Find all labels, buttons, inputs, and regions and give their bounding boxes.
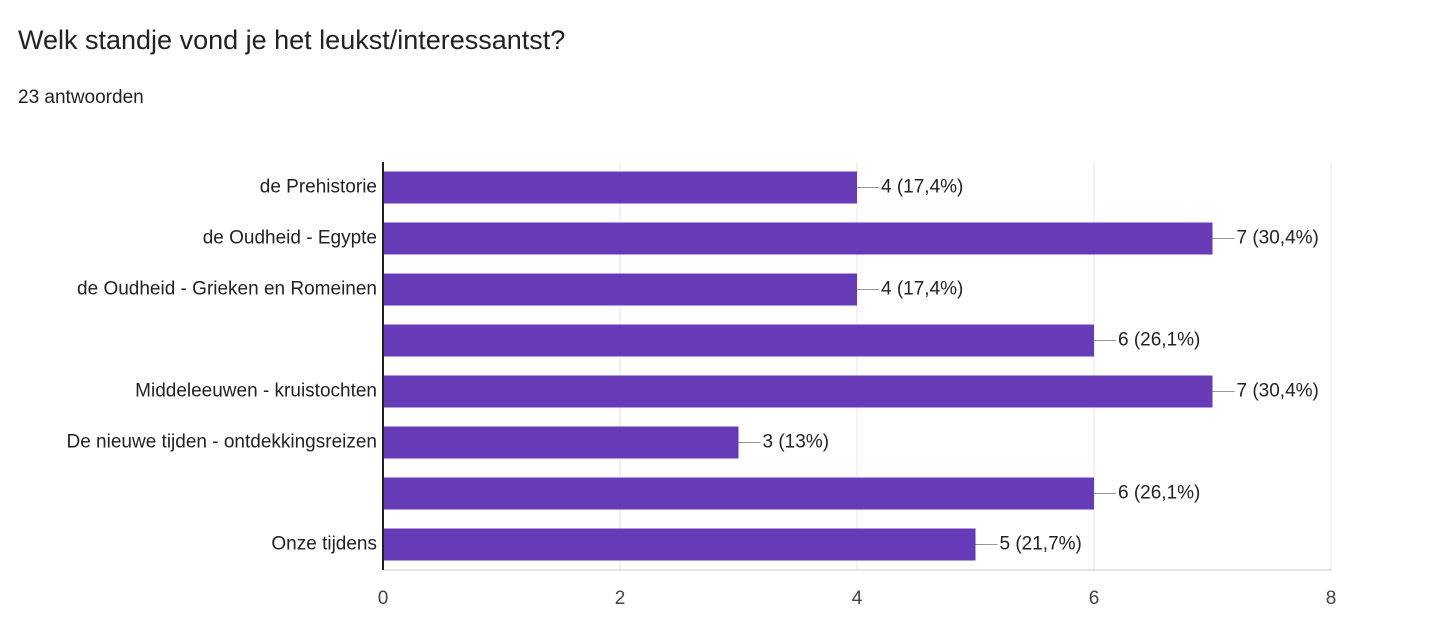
- value-label: 7 (30,4%): [1237, 381, 1319, 402]
- x-tick-label: 4: [852, 588, 863, 609]
- value-label: 4 (17,4%): [881, 177, 963, 198]
- value-label: 6 (26,1%): [1118, 483, 1200, 504]
- bar: [383, 528, 976, 561]
- value-label: 6 (26,1%): [1118, 330, 1200, 351]
- bar: [383, 273, 857, 306]
- bar: [383, 375, 1213, 408]
- chart-subtitle: 23 antwoorden: [18, 87, 144, 108]
- value-label: 4 (17,4%): [881, 279, 963, 300]
- y-tick-label: Onze tijdens: [271, 534, 377, 555]
- y-tick-label: de Oudheid - Egypte: [203, 228, 377, 249]
- y-tick-label: de Oudheid - Grieken en Romeinen: [77, 279, 377, 300]
- bar: [383, 171, 857, 204]
- x-tick-label: 0: [378, 588, 389, 609]
- bar: [383, 324, 1094, 357]
- x-tick-label: 8: [1326, 588, 1337, 609]
- x-tick-label: 2: [615, 588, 626, 609]
- value-label: 7 (30,4%): [1237, 228, 1319, 249]
- y-tick-label: de Prehistorie: [260, 177, 377, 198]
- value-label: 5 (21,7%): [1000, 534, 1082, 555]
- y-tick-label: Middeleeuwen - kruistochten: [135, 381, 377, 402]
- bar: [383, 477, 1094, 510]
- value-label: 3 (13%): [763, 432, 830, 453]
- bar: [383, 222, 1213, 255]
- y-tick-label: De nieuwe tijden - ontdekkingsreizen: [66, 432, 377, 453]
- chart-title: Welk standje vond je het leukst/interess…: [18, 25, 565, 55]
- bar: [383, 426, 739, 459]
- x-tick-label: 6: [1089, 588, 1100, 609]
